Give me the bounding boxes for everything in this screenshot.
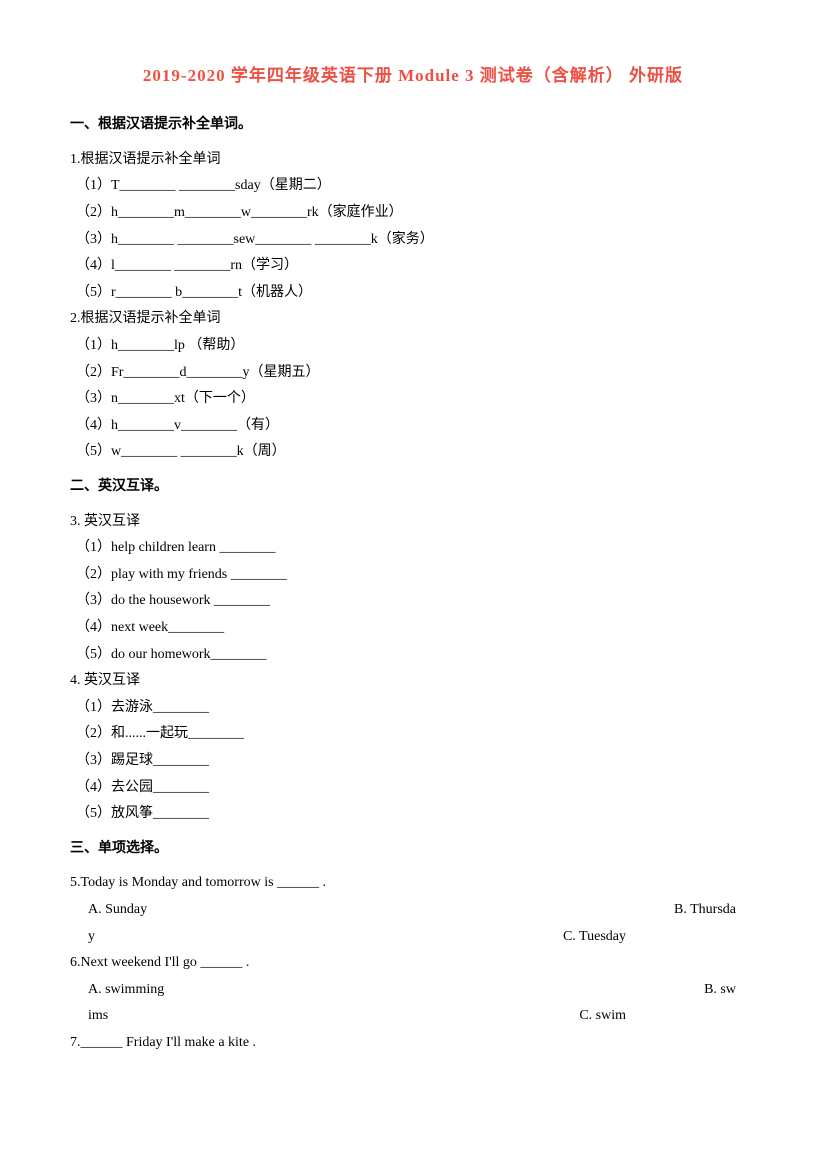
q6-choice-b-wrap: ims <box>88 1003 108 1030</box>
section-3-heading: 三、单项选择。 <box>70 836 756 863</box>
q4-item1: （1）去游泳________ <box>76 695 756 722</box>
q1-item1: （1）T________ ________sday（星期二） <box>76 173 756 200</box>
q4-item5: （5）放风筝________ <box>76 801 756 828</box>
q1-item4: （4）l________ ________rn（学习） <box>76 253 756 280</box>
q4-item3: （3）踢足球________ <box>76 748 756 775</box>
document-title: 2019-2020 学年四年级英语下册 Module 3 测试卷（含解析） 外研… <box>70 60 756 92</box>
q1-lead: 1.根据汉语提示补全单词 <box>70 147 756 174</box>
q2-item4: （4）h________v________（有） <box>76 413 756 440</box>
q5-stem: 5.Today is Monday and tomorrow is ______… <box>70 870 756 897</box>
q6-stem: 6.Next weekend I'll go ______ . <box>70 950 756 977</box>
section-1-heading: 一、根据汉语提示补全单词。 <box>70 112 756 139</box>
q5-choices-row1: A. Sunday B. Thursda <box>88 897 756 924</box>
q3-item1: （1）help children learn ________ <box>76 535 756 562</box>
q5-choice-b-wrap: y <box>88 924 95 951</box>
q2-item1: （1）h________lp （帮助） <box>76 333 756 360</box>
q5-choice-a: A. Sunday <box>88 897 147 924</box>
q2-item3: （3）n________xt（下一个） <box>76 386 756 413</box>
q6-choices-row2: ims C. swim <box>88 1003 756 1030</box>
q5-choice-c: C. Tuesday <box>563 924 626 951</box>
q5-choices-row2: y C. Tuesday <box>88 924 756 951</box>
q3-item2: （2）play with my friends ________ <box>76 562 756 589</box>
q6-choice-b: B. sw <box>704 977 736 1004</box>
q7-stem: 7.______ Friday I'll make a kite . <box>70 1030 756 1057</box>
q4-item2: （2）和......一起玩________ <box>76 721 756 748</box>
q6-choice-c: C. swim <box>579 1003 626 1030</box>
q2-item2: （2）Fr________d________y（星期五） <box>76 360 756 387</box>
q1-item3: （3）h________ ________sew________ _______… <box>76 227 756 254</box>
q6-choices-row1: A. swimming B. sw <box>88 977 756 1004</box>
q3-lead: 3. 英汉互译 <box>70 509 756 536</box>
q3-item5: （5）do our homework________ <box>76 642 756 669</box>
q1-item5: （5）r________ b________t（机器人） <box>76 280 756 307</box>
q6-choice-a: A. swimming <box>88 977 164 1004</box>
q2-lead: 2.根据汉语提示补全单词 <box>70 306 756 333</box>
q2-item5: （5）w________ ________k（周） <box>76 439 756 466</box>
q4-lead: 4. 英汉互译 <box>70 668 756 695</box>
q3-item3: （3）do the housework ________ <box>76 588 756 615</box>
q1-item2: （2）h________m________w________rk（家庭作业） <box>76 200 756 227</box>
q4-item4: （4）去公园________ <box>76 775 756 802</box>
q5-choice-b: B. Thursda <box>674 897 736 924</box>
q3-item4: （4）next week________ <box>76 615 756 642</box>
section-2-heading: 二、英汉互译。 <box>70 474 756 501</box>
